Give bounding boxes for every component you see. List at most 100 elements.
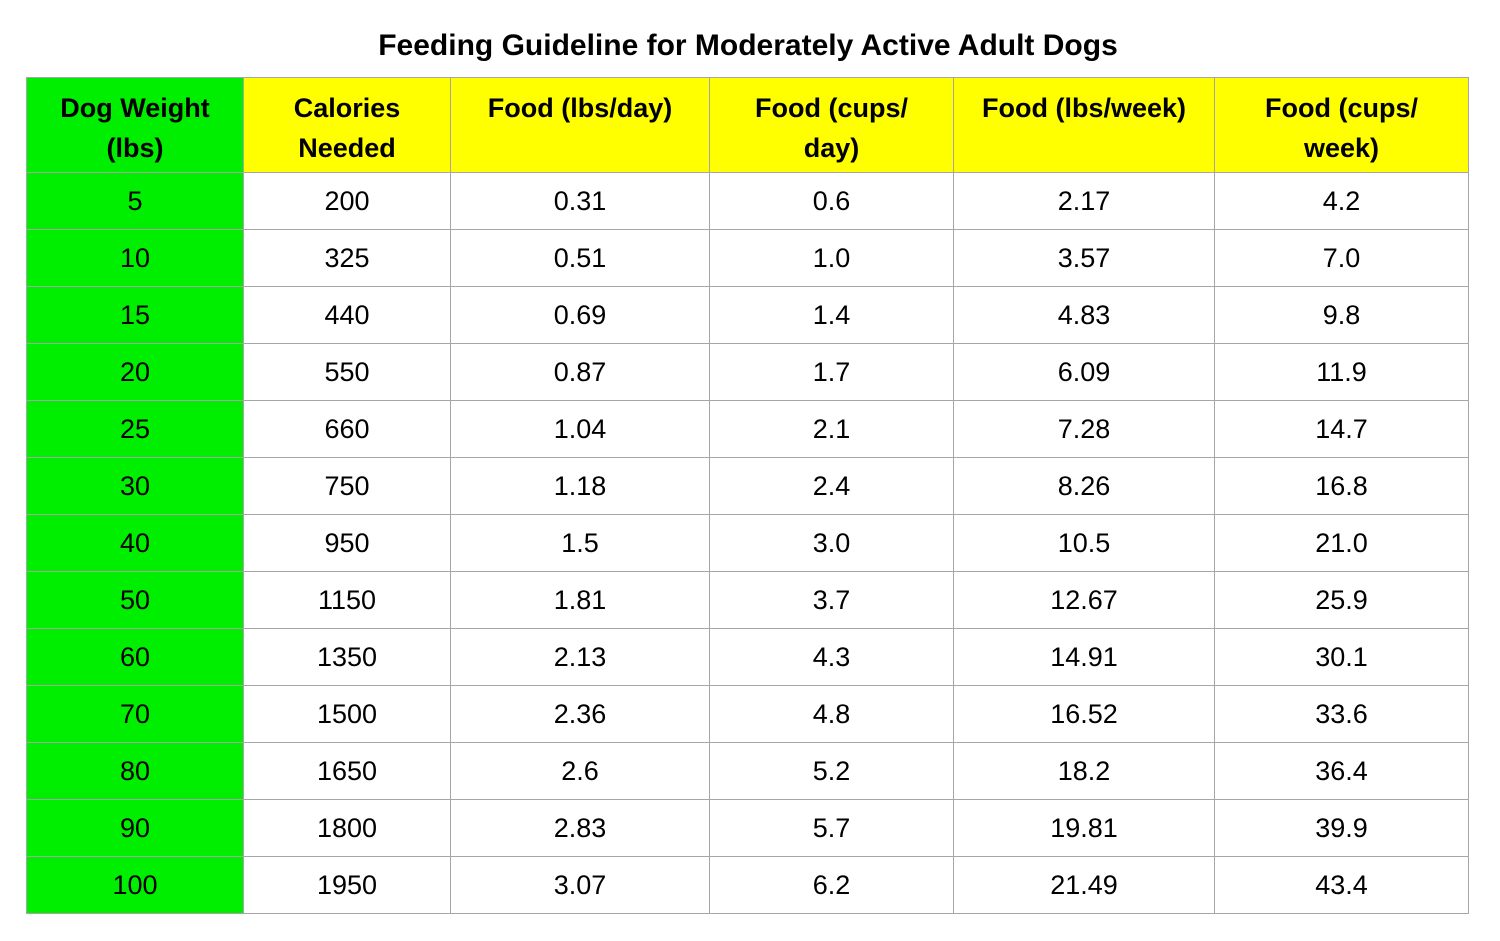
cell-food-lbs-week: 3.57 (953, 229, 1215, 287)
header-line: Food (lbs/day) (487, 93, 673, 123)
cell-food-lbs-day: 1.5 (450, 514, 710, 572)
cell-food-cups-day: 3.0 (709, 514, 954, 572)
header-line: Needed (298, 133, 396, 163)
cell-food-lbs-day: 2.6 (450, 742, 710, 800)
cell-dog-weight: 20 (26, 343, 244, 401)
cell-food-lbs-day: 0.51 (450, 229, 710, 287)
cell-calories-needed: 1650 (243, 742, 451, 800)
cell-calories-needed: 550 (243, 343, 451, 401)
header-row: Dog Weight (lbs) Calories Needed Food (l… (26, 77, 1469, 173)
table-row: 15 440 0.69 1.4 4.83 9.8 (26, 286, 1469, 344)
header-line: Food (cups/ (1265, 93, 1418, 123)
cell-calories-needed: 750 (243, 457, 451, 515)
cell-calories-needed: 1950 (243, 856, 451, 914)
cell-food-cups-day: 3.7 (709, 571, 954, 629)
table-row: 60 1350 2.13 4.3 14.91 30.1 (26, 628, 1469, 686)
cell-food-lbs-day: 1.81 (450, 571, 710, 629)
cell-food-cups-week: 11.9 (1214, 343, 1469, 401)
cell-food-cups-day: 2.1 (709, 400, 954, 458)
cell-food-cups-day: 4.3 (709, 628, 954, 686)
cell-food-cups-week: 14.7 (1214, 400, 1469, 458)
cell-dog-weight: 25 (26, 400, 244, 458)
table-row: 20 550 0.87 1.7 6.09 11.9 (26, 343, 1469, 401)
cell-dog-weight: 80 (26, 742, 244, 800)
cell-food-cups-day: 5.7 (709, 799, 954, 857)
cell-food-cups-week: 21.0 (1214, 514, 1469, 572)
header-food-lbs-day: Food (lbs/day) (450, 77, 710, 173)
cell-food-cups-day: 4.8 (709, 685, 954, 743)
cell-food-cups-day: 2.4 (709, 457, 954, 515)
cell-food-lbs-week: 14.91 (953, 628, 1215, 686)
cell-food-cups-week: 36.4 (1214, 742, 1469, 800)
header-food-lbs-week: Food (lbs/week) (953, 77, 1215, 173)
cell-calories-needed: 950 (243, 514, 451, 572)
cell-food-cups-day: 1.4 (709, 286, 954, 344)
cell-food-lbs-day: 2.36 (450, 685, 710, 743)
cell-dog-weight: 50 (26, 571, 244, 629)
cell-food-lbs-week: 19.81 (953, 799, 1215, 857)
header-food-cups-day: Food (cups/ day) (709, 77, 954, 173)
header-line: day) (803, 133, 860, 163)
table-row: 50 1150 1.81 3.7 12.67 25.9 (26, 571, 1469, 629)
cell-food-cups-day: 6.2 (709, 856, 954, 914)
cell-food-cups-day: 5.2 (709, 742, 954, 800)
header-line: Food (cups/ (755, 93, 908, 123)
cell-food-cups-day: 1.7 (709, 343, 954, 401)
cell-dog-weight: 30 (26, 457, 244, 515)
cell-dog-weight: 15 (26, 286, 244, 344)
cell-food-lbs-week: 18.2 (953, 742, 1215, 800)
cell-food-cups-week: 39.9 (1214, 799, 1469, 857)
cell-food-cups-week: 43.4 (1214, 856, 1469, 914)
cell-calories-needed: 1800 (243, 799, 451, 857)
feeding-table: Dog Weight (lbs) Calories Needed Food (l… (26, 77, 1469, 914)
table-row: 40 950 1.5 3.0 10.5 21.0 (26, 514, 1469, 572)
cell-calories-needed: 1500 (243, 685, 451, 743)
cell-dog-weight: 100 (26, 856, 244, 914)
header-calories-needed: Calories Needed (243, 77, 451, 173)
header-dog-weight: Dog Weight (lbs) (26, 77, 244, 173)
header-line: (lbs) (106, 133, 164, 163)
table-row: 90 1800 2.83 5.7 19.81 39.9 (26, 799, 1469, 857)
cell-calories-needed: 325 (243, 229, 451, 287)
table-row: 100 1950 3.07 6.2 21.49 43.4 (26, 856, 1469, 914)
cell-food-cups-week: 4.2 (1214, 172, 1469, 230)
cell-dog-weight: 10 (26, 229, 244, 287)
cell-calories-needed: 440 (243, 286, 451, 344)
cell-food-lbs-week: 12.67 (953, 571, 1215, 629)
cell-calories-needed: 1350 (243, 628, 451, 686)
cell-food-cups-week: 25.9 (1214, 571, 1469, 629)
cell-food-lbs-day: 2.83 (450, 799, 710, 857)
cell-dog-weight: 90 (26, 799, 244, 857)
cell-food-lbs-week: 7.28 (953, 400, 1215, 458)
cell-food-lbs-day: 0.69 (450, 286, 710, 344)
cell-food-lbs-week: 10.5 (953, 514, 1215, 572)
cell-food-lbs-week: 6.09 (953, 343, 1215, 401)
table-row: 5 200 0.31 0.6 2.17 4.2 (26, 172, 1469, 230)
header-line: Dog Weight (60, 93, 210, 123)
cell-food-lbs-week: 2.17 (953, 172, 1215, 230)
header-line: Food (lbs/week) (981, 93, 1187, 123)
table-row: 25 660 1.04 2.1 7.28 14.7 (26, 400, 1469, 458)
cell-dog-weight: 40 (26, 514, 244, 572)
cell-dog-weight: 5 (26, 172, 244, 230)
cell-dog-weight: 70 (26, 685, 244, 743)
cell-food-lbs-week: 8.26 (953, 457, 1215, 515)
cell-food-lbs-day: 1.04 (450, 400, 710, 458)
cell-food-cups-week: 7.0 (1214, 229, 1469, 287)
cell-food-lbs-day: 3.07 (450, 856, 710, 914)
cell-food-lbs-week: 4.83 (953, 286, 1215, 344)
cell-food-cups-week: 30.1 (1214, 628, 1469, 686)
cell-food-cups-day: 0.6 (709, 172, 954, 230)
table-row: 80 1650 2.6 5.2 18.2 36.4 (26, 742, 1469, 800)
header-food-cups-week: Food (cups/ week) (1214, 77, 1469, 173)
cell-calories-needed: 1150 (243, 571, 451, 629)
cell-food-cups-week: 16.8 (1214, 457, 1469, 515)
header-line: week) (1303, 133, 1380, 163)
table-row: 70 1500 2.36 4.8 16.52 33.6 (26, 685, 1469, 743)
cell-calories-needed: 660 (243, 400, 451, 458)
table-row: 10 325 0.51 1.0 3.57 7.0 (26, 229, 1469, 287)
table-row: 30 750 1.18 2.4 8.26 16.8 (26, 457, 1469, 515)
cell-food-lbs-week: 16.52 (953, 685, 1215, 743)
table-body: 5 200 0.31 0.6 2.17 4.2 10 325 0.51 1.0 3.57 7.0 15 4… (26, 172, 1469, 914)
cell-food-cups-day: 1.0 (709, 229, 954, 287)
